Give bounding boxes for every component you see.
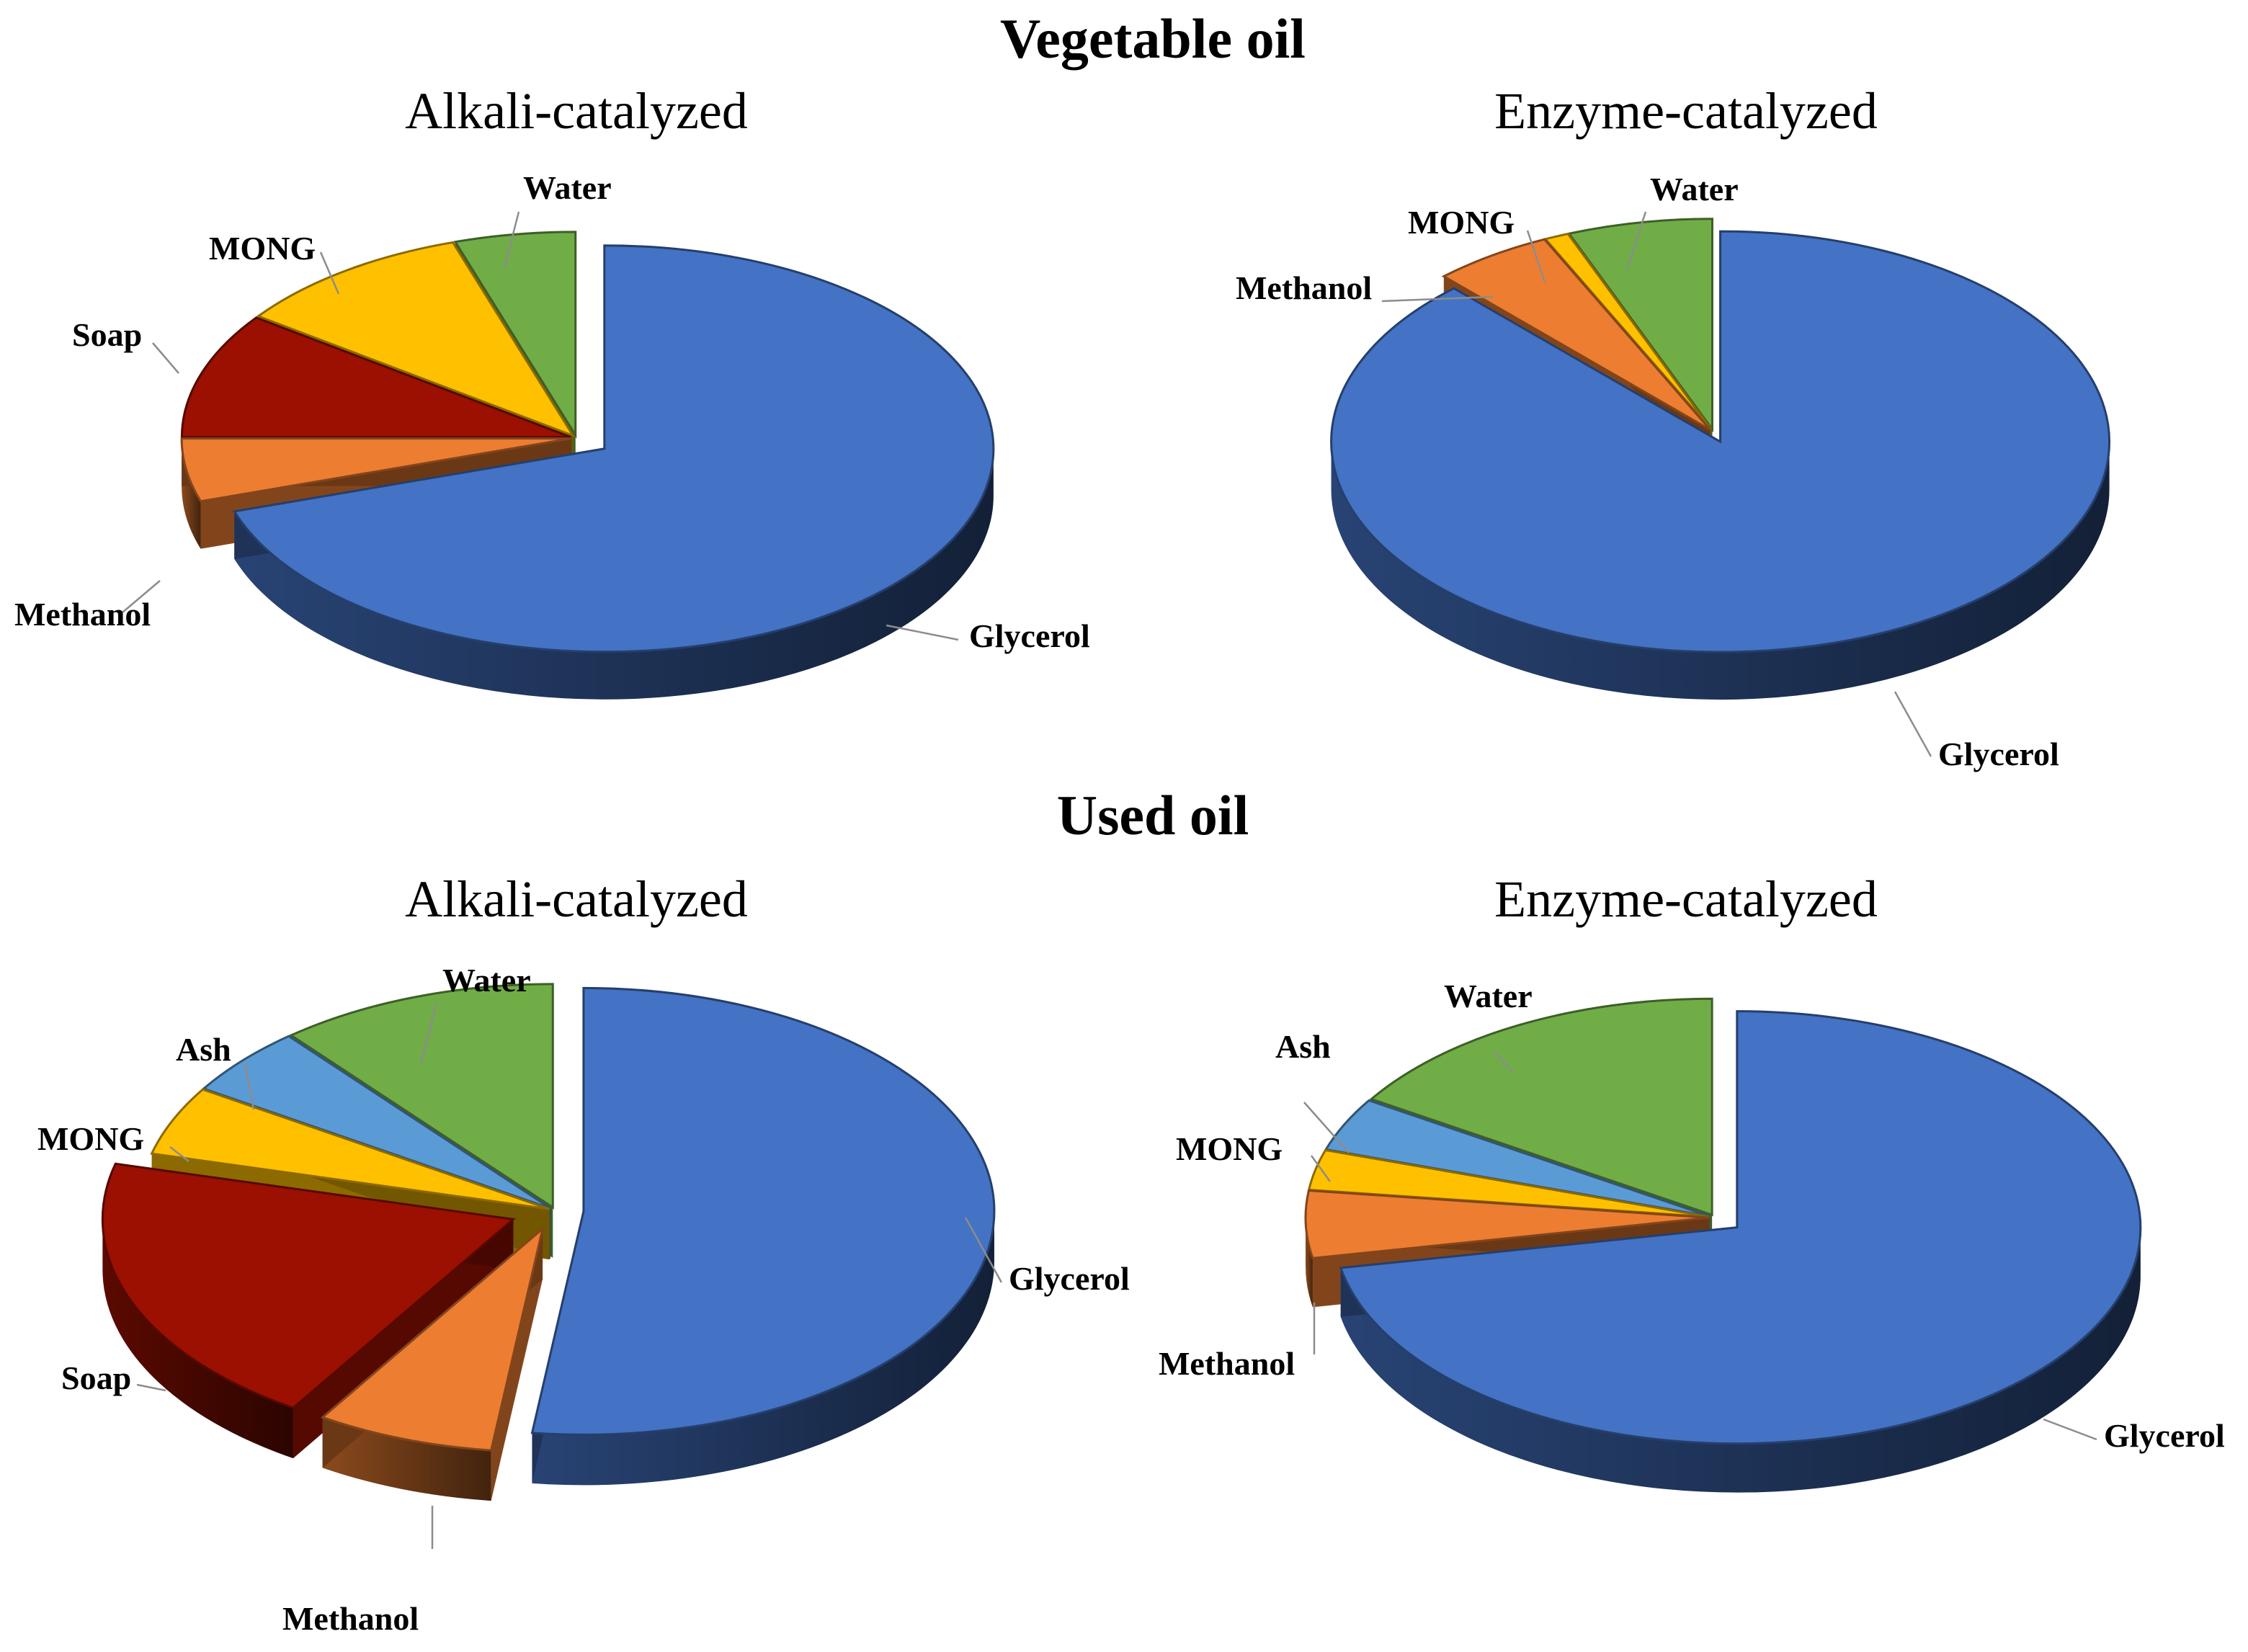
leader-line-soap: [152, 342, 179, 374]
slice-top-glycerol: [232, 244, 995, 653]
slice-rim-shade: [102, 1219, 293, 1459]
slice-label-soap: Soap: [72, 316, 142, 353]
slice-label-water: Water: [1650, 171, 1739, 207]
slice-label-water: Water: [1444, 978, 1533, 1014]
slice-top-glycerol: [1339, 1010, 2142, 1445]
leader-line-mong: [1310, 1155, 1332, 1182]
leader-line-ash: [1303, 1102, 1350, 1153]
slice-label-glycerol: Glycerol: [969, 617, 1090, 654]
slice-top-glycerol: [1330, 230, 2111, 653]
slice-rim-shade: [182, 438, 201, 549]
leader-line-glycerol: [964, 1217, 1003, 1283]
slice-label-methanol: Methanol: [1159, 1345, 1295, 1382]
leader-line-methanol: [122, 580, 161, 613]
slice-top-soap: [101, 1162, 516, 1409]
pie-chart-veg-alkali: Glycerol Methanol Soap MONG Water: [14, 169, 1090, 700]
slice-rim-shade: [322, 1417, 491, 1501]
slice-top-water: [453, 231, 577, 439]
slice-label-soap: Soap: [61, 1359, 131, 1396]
leader-line-mong: [169, 1146, 189, 1162]
slice-top-methanol: [1304, 1189, 1710, 1259]
slice-top-methanol: [320, 1225, 545, 1452]
slice-label-water: Water: [523, 169, 612, 206]
slice-top-soap: [180, 316, 571, 439]
pie-chart-veg-enzyme: Glycerol Methanol MONG Water: [1236, 171, 2111, 772]
slice-label-glycerol: Glycerol: [1938, 736, 2059, 772]
pie-chart-used-alkali: Glycerol Methanol Soap MONG Ash Water: [37, 962, 1130, 1637]
slice-label-mong: MONG: [37, 1120, 144, 1157]
slice-label-ash: Ash: [1275, 1028, 1331, 1065]
slice-top-mong: [150, 1088, 550, 1210]
slice-label-mong: MONG: [1176, 1130, 1283, 1167]
slice-rim-shade: [234, 448, 994, 700]
leader-line-soap: [136, 1383, 166, 1392]
slice-label-methanol: Methanol: [282, 1600, 419, 1637]
section-title-vegetable-oil: Vegetable oil: [1000, 7, 1306, 70]
slice-label-glycerol: Glycerol: [1009, 1260, 1130, 1297]
chart-title-veg-enzyme: Enzyme-catalyzed: [1494, 82, 1878, 140]
slice-label-mong: MONG: [1408, 204, 1515, 241]
slice-top-methanol: [180, 437, 571, 503]
leader-line-water: [419, 1002, 438, 1064]
slice-top-ash: [201, 1035, 551, 1210]
leader-line-glycerol: [886, 624, 959, 641]
slice-rim-shade: [1331, 442, 2110, 700]
slice-label-methanol: Methanol: [14, 596, 151, 633]
leader-line-methanol: [1381, 295, 1494, 303]
slice-top-water: [1369, 997, 1713, 1217]
leader-line-ash: [244, 1063, 255, 1110]
slice-label-methanol: Methanol: [1236, 269, 1372, 306]
slice-rim-shade: [1340, 1227, 2141, 1493]
section-title-used-oil: Used oil: [1057, 784, 1249, 847]
slice-rim-shade: [532, 1211, 994, 1486]
leader-line-water: [1494, 1051, 1514, 1073]
slice-top-water: [1567, 218, 1713, 433]
leader-line-mong: [319, 251, 340, 295]
leader-line-water: [1625, 211, 1647, 270]
leader-line-glycerol: [1894, 691, 1932, 757]
leader-line-glycerol: [2043, 1418, 2097, 1441]
slice-top-glycerol: [530, 986, 996, 1436]
leader-line-mong: [1526, 230, 1546, 283]
slice-label-water: Water: [442, 962, 531, 999]
slice-top-water: [288, 983, 554, 1210]
chart-title-used-alkali: Alkali-catalyzed: [405, 870, 748, 928]
chart-title-veg-alkali: Alkali-catalyzed: [405, 82, 748, 140]
slice-label-mong: MONG: [209, 230, 316, 267]
slice-label-glycerol: Glycerol: [2104, 1417, 2225, 1454]
slice-label-ash: Ash: [176, 1031, 231, 1068]
slice-top-methanol: [1441, 238, 1711, 431]
leader-line-water: [503, 211, 520, 269]
chart-title-used-enzyme: Enzyme-catalyzed: [1494, 870, 1878, 928]
slice-face: [491, 1228, 543, 1501]
pie-chart-used-enzyme: Glycerol Methanol MONG Ash Water: [1159, 978, 2225, 1493]
